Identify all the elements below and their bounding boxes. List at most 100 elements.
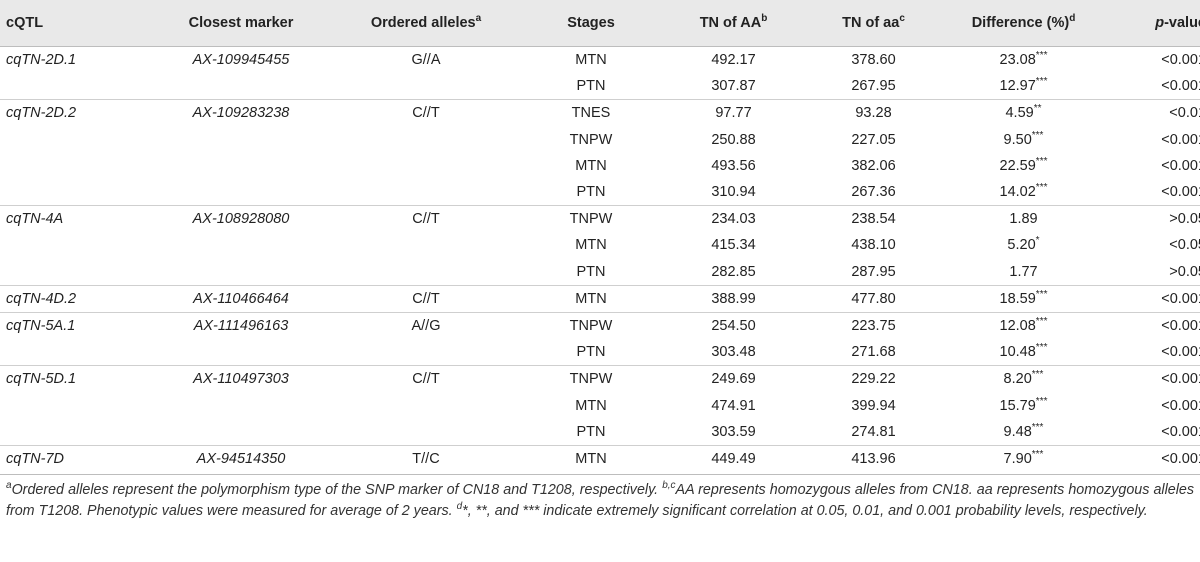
cell-tn-aa-big: 249.69 bbox=[666, 365, 801, 393]
header-tn-aa-small-label: TN of aa bbox=[842, 15, 900, 31]
header-stages: Stages bbox=[516, 0, 666, 47]
table-row: MTN 415.34 438.10 5.20* <0.05 bbox=[0, 232, 1200, 258]
footnote-marker: a bbox=[6, 480, 12, 492]
cell-stage-text: MTN bbox=[575, 157, 607, 174]
cell-tn-aa-big-text: 250.88 bbox=[711, 131, 756, 148]
cell-p-value: <0.01 bbox=[1101, 99, 1200, 127]
cell-tn-aa-big: 493.56 bbox=[666, 153, 801, 179]
header-cqtl: cQTL bbox=[0, 0, 146, 47]
cell-cqtl bbox=[0, 339, 146, 366]
cell-p-value-text: <0.001 bbox=[1161, 184, 1200, 201]
cell-alleles: A//G bbox=[336, 311, 516, 340]
cell-cqtl: cqTN-4A bbox=[0, 205, 146, 233]
cell-alleles bbox=[336, 179, 516, 206]
cell-marker-text: AX-108928080 bbox=[192, 211, 290, 228]
cell-marker: AX-94514350 bbox=[146, 444, 336, 472]
cell-p-value: >0.05 bbox=[1101, 259, 1200, 286]
table-row: cqTN-2D.1 AX-109945455 G//A MTN 492.17 378.60… bbox=[0, 46, 1200, 74]
cell-difference: 18.59*** bbox=[946, 284, 1101, 313]
cell-tn-aa-big-text: 307.87 bbox=[711, 78, 756, 95]
significance-marker: *** bbox=[1035, 316, 1048, 328]
cell-tn-aa-big-text: 282.85 bbox=[711, 263, 756, 280]
cell-marker-text: AX-110497303 bbox=[193, 371, 289, 388]
cell-cqtl-text: cqTN-7D bbox=[6, 450, 65, 467]
cell-tn-aa-small-text: 382.06 bbox=[851, 157, 896, 174]
table-row: cqTN-2D.2 AX-109283238 C//T TNES 97.77 93.28 4… bbox=[0, 99, 1200, 127]
cell-tn-aa-small-text: 399.94 bbox=[851, 397, 896, 414]
cell-cqtl-text: cqTN-4D.2 bbox=[6, 290, 77, 307]
cell-alleles-text: C//T bbox=[412, 290, 440, 307]
cell-difference-text: 9.50 bbox=[1003, 131, 1032, 148]
cell-p-value: <0.001 bbox=[1101, 392, 1200, 418]
cell-difference-text: 23.08 bbox=[999, 52, 1036, 69]
significance-marker: * bbox=[1035, 235, 1040, 247]
cell-stage: MTN bbox=[516, 232, 666, 258]
cell-marker: AX-109945455 bbox=[146, 46, 336, 74]
cell-tn-aa-small-text: 271.68 bbox=[851, 344, 896, 361]
cell-cqtl-text: cqTN-4A bbox=[6, 211, 64, 228]
cell-tn-aa-small-text: 477.80 bbox=[851, 290, 896, 307]
cell-tn-aa-small: 267.95 bbox=[801, 73, 946, 100]
cell-alleles bbox=[336, 73, 516, 100]
cell-stage: PTN bbox=[516, 73, 666, 100]
cell-tn-aa-small-text: 223.75 bbox=[851, 317, 896, 334]
cell-marker: AX-111496163 bbox=[146, 311, 336, 340]
cell-cqtl bbox=[0, 232, 146, 258]
cell-stage-text: MTN bbox=[575, 290, 607, 307]
cell-tn-aa-small-text: 238.54 bbox=[851, 211, 896, 228]
header-p-rest: -value bbox=[1164, 15, 1200, 31]
cell-difference-text: 8.20 bbox=[1003, 371, 1032, 388]
cell-p-value-text: <0.001 bbox=[1161, 397, 1200, 414]
cell-tn-aa-small: 378.60 bbox=[801, 46, 946, 74]
cell-stage: TNPW bbox=[516, 127, 666, 153]
cell-p-value: <0.001 bbox=[1101, 284, 1200, 313]
cell-stage: TNPW bbox=[516, 205, 666, 233]
cell-stage-text: MTN bbox=[575, 397, 607, 414]
header-stages-label: Stages bbox=[567, 15, 615, 31]
cell-tn-aa-small-text: 274.81 bbox=[851, 423, 896, 440]
cell-cqtl-text: cqTN-5A.1 bbox=[6, 317, 76, 334]
cell-p-value: <0.001 bbox=[1101, 153, 1200, 179]
cell-p-value-text: <0.001 bbox=[1161, 423, 1200, 440]
cell-difference: 5.20* bbox=[946, 232, 1101, 258]
cell-tn-aa-small-text: 438.10 bbox=[851, 237, 896, 254]
cell-stage: TNPW bbox=[516, 365, 666, 393]
cell-tn-aa-big-text: 310.94 bbox=[711, 184, 756, 201]
cell-p-value: <0.001 bbox=[1101, 73, 1200, 100]
cell-tn-aa-big: 303.48 bbox=[666, 339, 801, 366]
cell-tn-aa-small: 413.96 bbox=[801, 444, 946, 472]
cell-tn-aa-big: 234.03 bbox=[666, 205, 801, 233]
cell-marker-text: AX-94514350 bbox=[196, 450, 286, 467]
significance-marker: *** bbox=[1035, 342, 1048, 354]
header-p-italic: p bbox=[1155, 15, 1165, 31]
cell-difference: 8.20*** bbox=[946, 365, 1101, 393]
header-marker: Closest marker bbox=[146, 0, 336, 47]
cell-difference-text: 5.20 bbox=[1007, 237, 1036, 254]
header-p-value: p-value bbox=[1101, 0, 1200, 47]
header-tn-aa-small: TN of aac bbox=[801, 0, 946, 47]
cell-marker: AX-108928080 bbox=[146, 205, 336, 233]
cell-tn-aa-small-text: 93.28 bbox=[855, 105, 892, 122]
cell-stage-text: TNPW bbox=[569, 131, 613, 148]
header-alleles: Ordered allelesa bbox=[336, 0, 516, 47]
cell-tn-aa-big: 307.87 bbox=[666, 73, 801, 100]
cell-marker-text: AX-109283238 bbox=[192, 105, 290, 122]
cell-alleles-text: C//T bbox=[412, 211, 440, 228]
header-alleles-label: Ordered alleles bbox=[370, 15, 476, 31]
table-row: PTN 303.59 274.81 9.48*** <0.001 bbox=[0, 419, 1200, 446]
cell-difference-text: 22.59 bbox=[999, 157, 1036, 174]
cell-tn-aa-small: 267.36 bbox=[801, 179, 946, 206]
cell-difference: 10.48*** bbox=[946, 339, 1101, 366]
header-alleles-sup: a bbox=[475, 13, 482, 25]
cell-cqtl bbox=[0, 127, 146, 153]
cell-difference: 12.97*** bbox=[946, 73, 1101, 100]
cell-alleles: C//T bbox=[336, 205, 516, 233]
significance-marker: *** bbox=[1035, 395, 1048, 407]
footnote-text: *, **, and *** indicate extremely signif… bbox=[462, 503, 1148, 519]
cell-tn-aa-big: 449.49 bbox=[666, 444, 801, 472]
table-body: cqTN-2D.1 AX-109945455 G//A MTN 492.17 378.60… bbox=[0, 46, 1200, 472]
cell-tn-aa-big: 282.85 bbox=[666, 259, 801, 286]
cell-tn-aa-small-text: 287.95 bbox=[851, 263, 896, 280]
cell-stage-text: PTN bbox=[576, 78, 606, 95]
